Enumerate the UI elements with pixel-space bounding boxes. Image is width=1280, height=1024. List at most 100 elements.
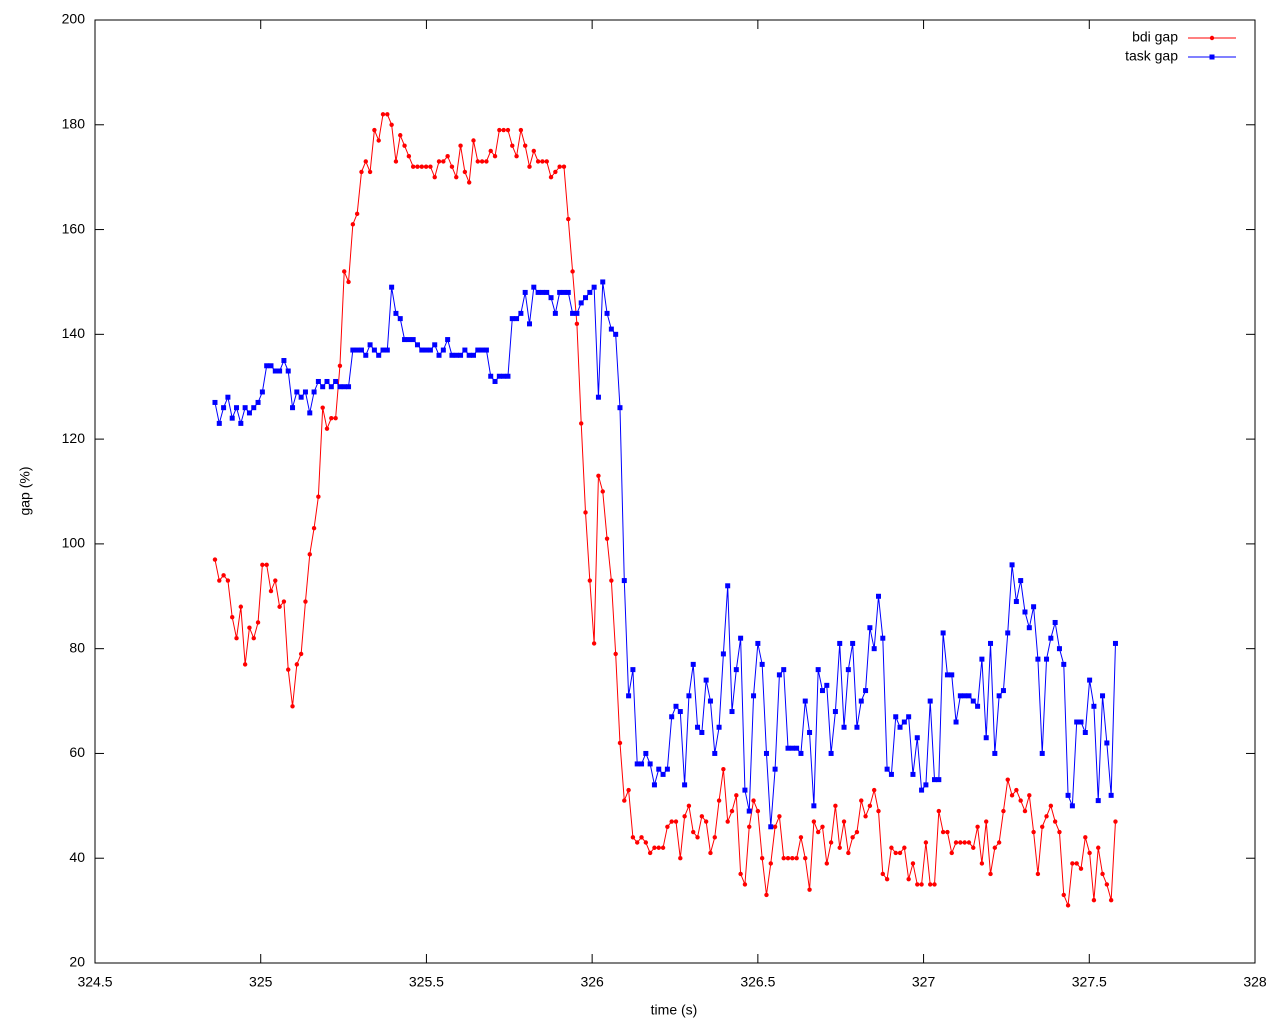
data-point — [1096, 845, 1101, 850]
data-point — [505, 373, 511, 379]
data-point — [884, 876, 890, 882]
data-point — [281, 599, 287, 604]
data-point — [626, 787, 631, 793]
data-point — [734, 793, 739, 798]
data-point — [966, 840, 972, 845]
data-point — [337, 363, 343, 368]
data-point — [522, 289, 528, 295]
data-point — [307, 410, 313, 416]
data-point — [707, 698, 713, 704]
data-point — [833, 803, 838, 809]
data-point — [669, 714, 675, 720]
data-point — [354, 211, 360, 217]
data-point — [587, 578, 593, 583]
data-point — [514, 316, 520, 322]
data-point — [509, 316, 515, 322]
y-tick-label: 20 — [69, 954, 85, 970]
data-point — [686, 803, 692, 809]
data-point — [1083, 835, 1088, 840]
data-point — [889, 845, 894, 850]
data-point — [557, 164, 562, 169]
data-point — [1005, 630, 1011, 636]
data-point — [380, 112, 386, 117]
data-point — [333, 415, 338, 421]
data-point — [225, 578, 231, 583]
data-point — [1005, 777, 1010, 782]
data-point — [548, 174, 554, 180]
data-point — [518, 127, 524, 133]
data-point — [423, 347, 429, 353]
data-point — [466, 352, 472, 358]
data-point — [867, 625, 873, 631]
data-point — [815, 829, 821, 835]
data-point — [479, 159, 485, 164]
data-point — [945, 829, 950, 835]
data-point — [979, 861, 985, 866]
x-tick-label: 324.5 — [77, 974, 112, 990]
data-point — [246, 410, 252, 416]
data-point — [751, 798, 756, 803]
data-point — [225, 394, 231, 400]
data-point — [341, 384, 347, 390]
data-point — [522, 143, 528, 148]
data-point — [608, 326, 614, 332]
data-point — [746, 808, 752, 814]
data-point — [678, 856, 683, 861]
data-point — [260, 562, 265, 568]
data-point — [454, 174, 459, 180]
data-point — [492, 378, 498, 384]
data-point — [286, 667, 291, 672]
data-point — [630, 667, 636, 673]
data-point — [665, 824, 670, 829]
data-point — [984, 819, 989, 824]
data-point — [423, 164, 429, 169]
data-point — [970, 698, 976, 704]
data-point — [419, 347, 425, 353]
x-tick-label: 327 — [912, 974, 936, 990]
data-point — [350, 222, 356, 227]
data-point — [311, 525, 317, 531]
data-point — [712, 750, 718, 756]
data-point — [803, 856, 808, 861]
y-axis-label: gap (%) — [17, 466, 33, 515]
data-point — [928, 882, 933, 887]
data-point — [785, 745, 791, 751]
data-point — [591, 284, 597, 290]
data-point — [901, 719, 907, 725]
data-point — [776, 672, 782, 678]
data-point — [1074, 861, 1079, 866]
data-point — [259, 389, 265, 395]
y-tick-label: 160 — [62, 220, 86, 236]
data-point — [566, 216, 571, 222]
data-point — [703, 819, 709, 824]
data-point — [1022, 609, 1028, 615]
data-point — [1022, 808, 1028, 814]
data-point — [342, 269, 347, 274]
data-point — [759, 856, 765, 861]
data-point — [1113, 819, 1118, 824]
data-point — [635, 840, 640, 845]
data-point — [290, 405, 296, 411]
data-point — [1052, 819, 1058, 824]
data-point — [639, 835, 644, 840]
data-point — [1091, 703, 1097, 709]
data-point — [440, 347, 446, 353]
data-point — [755, 808, 761, 814]
data-point — [647, 761, 653, 767]
data-point — [971, 845, 976, 850]
data-point — [1040, 824, 1045, 829]
data-point — [385, 112, 390, 117]
data-point — [832, 709, 838, 715]
data-point — [410, 337, 416, 343]
data-point — [587, 289, 593, 295]
data-point — [1065, 903, 1071, 908]
data-point — [247, 625, 252, 630]
data-point — [315, 378, 321, 384]
data-point — [1052, 619, 1058, 625]
data-point — [699, 814, 705, 819]
data-point — [384, 347, 390, 353]
data-point — [1000, 688, 1006, 694]
data-point — [212, 399, 218, 405]
data-point — [811, 803, 817, 809]
